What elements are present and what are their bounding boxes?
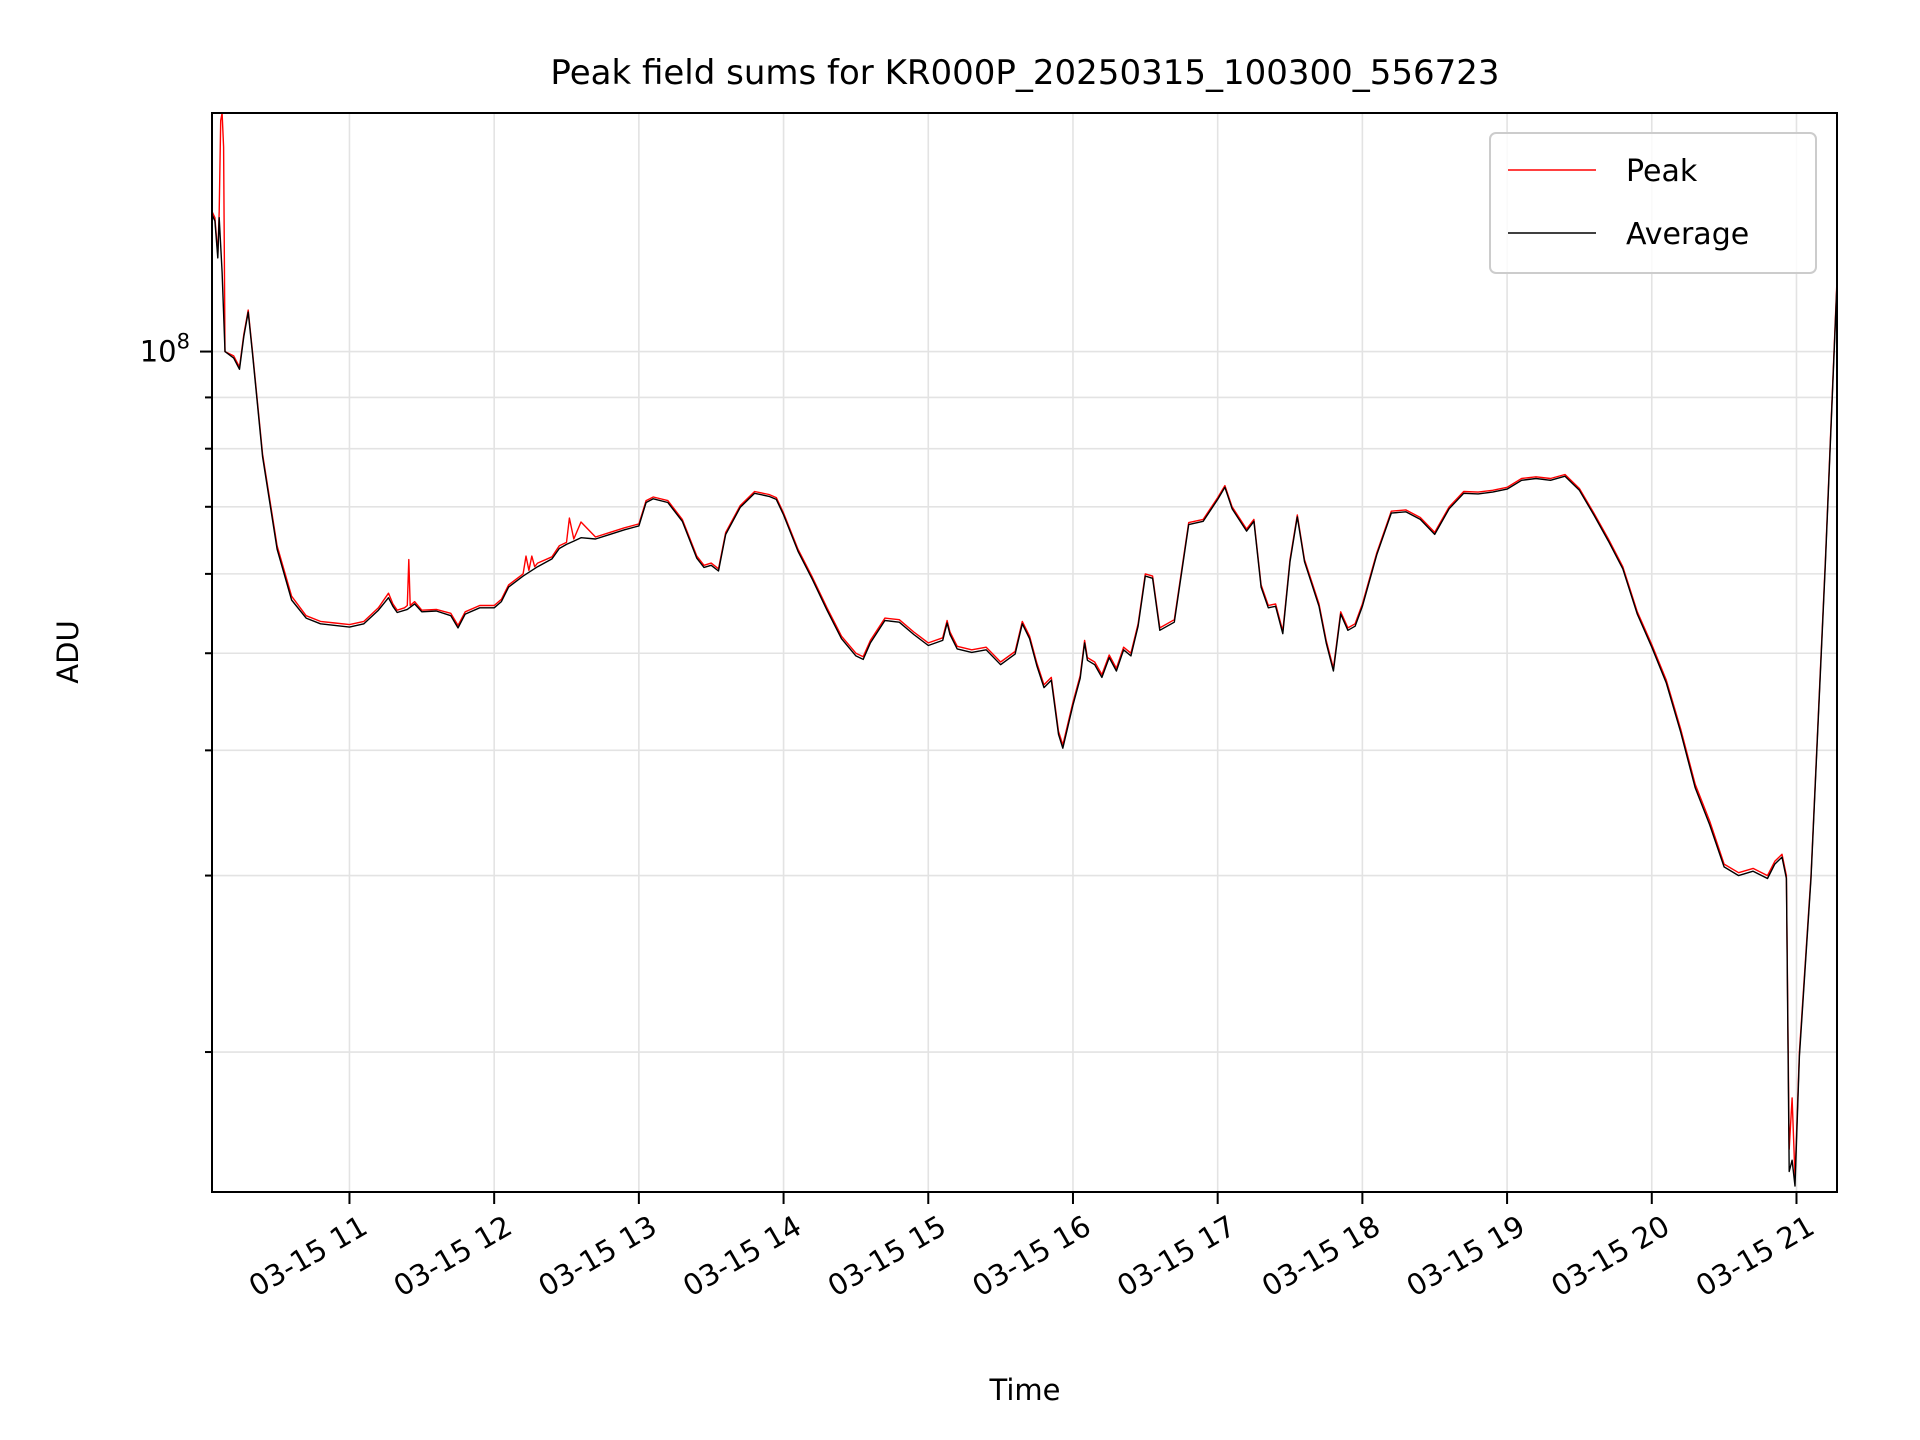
y-axis-label: ADU [51,620,85,683]
legend-average-label: Average [1626,217,1749,252]
legend-box [1489,132,1817,274]
series-line-peak [211,112,1838,1178]
y-tick-label-exponent: 8 [177,330,190,354]
y-tick-label-base: 10 [140,335,177,369]
series-line-average [211,214,1838,1187]
grid [212,113,1837,1192]
x-axis-label: Time [989,1373,1061,1407]
series-layer [211,112,1838,1187]
legend: Peak Average [1489,132,1817,274]
y-axis: 108 [140,330,212,1054]
y-tick-label: 108 [140,330,190,369]
chart-title: Peak field sums for KR000P_20250315_1003… [550,53,1499,93]
legend-peak-label: Peak [1626,154,1698,189]
